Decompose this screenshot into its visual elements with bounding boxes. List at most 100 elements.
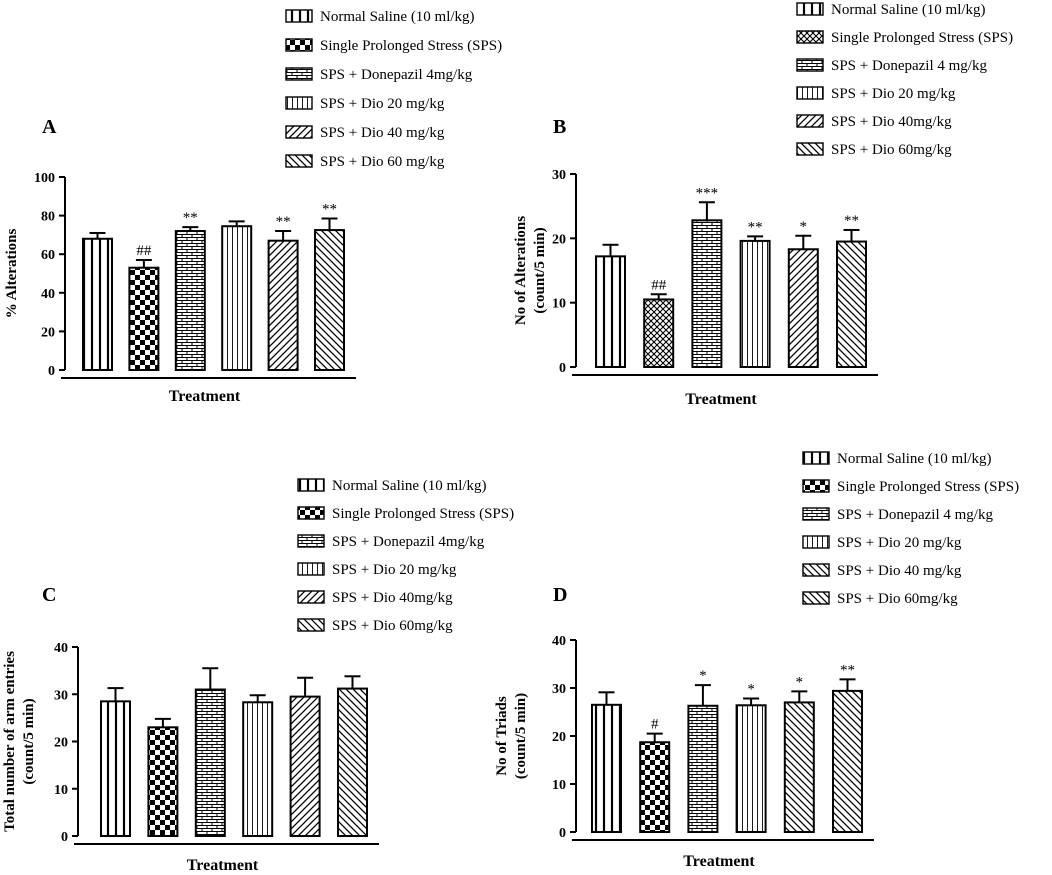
legend-swatch bbox=[802, 507, 830, 521]
bar bbox=[687, 704, 719, 834]
bar bbox=[82, 237, 113, 371]
legend-swatch bbox=[796, 86, 824, 100]
y-axis-label: (count/5 min) bbox=[532, 227, 548, 313]
legend-swatch bbox=[297, 478, 325, 492]
legend-swatch bbox=[297, 590, 325, 604]
y-tick-label: 10 bbox=[54, 783, 68, 798]
legend-swatch bbox=[802, 451, 830, 465]
chart-panel-a: A Normal Saline (10 ml/kg) Single Prolonge… bbox=[4, 9, 502, 405]
legend-swatch bbox=[802, 535, 830, 549]
legend-swatch bbox=[285, 38, 313, 52]
significance-marker: ** bbox=[844, 213, 859, 229]
legend-label: SPS + Dio 40 mg/kg bbox=[320, 125, 445, 141]
chart-panel-b: B Normal Saline (10 ml/kg) Single Prolonge… bbox=[513, 2, 1013, 408]
legend-swatch bbox=[297, 534, 325, 548]
x-axis-label: Treatment bbox=[169, 388, 241, 405]
significance-marker: ** bbox=[840, 662, 855, 678]
y-tick-label: 20 bbox=[552, 232, 566, 247]
legend-label: SPS + Dio 60mg/kg bbox=[837, 591, 958, 607]
significance-marker: * bbox=[800, 219, 808, 235]
bar bbox=[783, 701, 815, 834]
bar bbox=[832, 689, 863, 833]
legend-swatch bbox=[802, 591, 830, 605]
legend-label: Single Prolonged Stress (SPS) bbox=[332, 506, 514, 522]
bar bbox=[643, 298, 675, 369]
legend-swatch bbox=[285, 9, 313, 23]
chart-panel-c: C Normal Saline (10 ml/kg) Single Prolonge… bbox=[2, 478, 514, 874]
legend-swatch bbox=[285, 67, 313, 81]
bar bbox=[591, 703, 622, 833]
y-tick-label: 20 bbox=[552, 730, 566, 745]
legend-swatch bbox=[285, 125, 313, 139]
y-axis-label: No of Triads bbox=[494, 696, 510, 776]
significance-marker: * bbox=[796, 674, 804, 690]
chart-panel-d: D Normal Saline (10 ml/kg) Single Prolonge… bbox=[494, 451, 1019, 870]
bar bbox=[739, 239, 771, 368]
y-tick-label: 10 bbox=[552, 778, 566, 793]
panel-letter: B bbox=[553, 116, 566, 138]
bar bbox=[337, 687, 368, 838]
y-axis-label: (count/5 min) bbox=[513, 693, 529, 779]
legend-swatch bbox=[796, 142, 824, 156]
y-tick-label: 0 bbox=[559, 361, 566, 376]
bar bbox=[147, 726, 179, 838]
panel-letter: D bbox=[553, 584, 567, 606]
significance-marker: ** bbox=[322, 201, 337, 217]
bar bbox=[267, 239, 299, 371]
significance-marker: ** bbox=[748, 219, 763, 235]
significance-marker: # bbox=[651, 717, 659, 733]
y-tick-label: 0 bbox=[61, 830, 68, 845]
y-tick-label: 20 bbox=[54, 736, 68, 751]
bar bbox=[289, 695, 321, 837]
legend-label: SPS + Dio 40 mg/kg bbox=[837, 563, 962, 579]
y-tick-label: 40 bbox=[552, 634, 566, 649]
bar bbox=[787, 248, 819, 369]
legend-swatch bbox=[796, 30, 824, 44]
significance-marker: * bbox=[699, 668, 707, 684]
significance-marker: ## bbox=[136, 243, 152, 259]
y-tick-label: 60 bbox=[41, 248, 55, 263]
bar bbox=[128, 266, 160, 371]
y-tick-label: 10 bbox=[552, 297, 566, 312]
legend-swatch bbox=[796, 58, 824, 72]
legend-label: SPS + Donepazil 4mg/kg bbox=[320, 67, 473, 83]
legend-swatch bbox=[297, 506, 325, 520]
legend-label: SPS + Donepazil 4mg/kg bbox=[332, 534, 485, 550]
bar bbox=[836, 240, 867, 368]
legend-swatch bbox=[285, 154, 313, 168]
bar bbox=[242, 701, 274, 837]
legend-label: SPS + Dio 20 mg/kg bbox=[831, 86, 956, 102]
legend-label: Normal Saline (10 ml/kg) bbox=[837, 451, 992, 467]
bar bbox=[314, 229, 345, 371]
legend-label: SPS + Dio 40mg/kg bbox=[332, 590, 453, 606]
legend-label: Single Prolonged Stress (SPS) bbox=[831, 30, 1013, 46]
x-axis-label: Treatment bbox=[683, 853, 755, 870]
legend-label: SPS + Donepazil 4 mg/kg bbox=[831, 58, 987, 74]
legend-label: Single Prolonged Stress (SPS) bbox=[320, 38, 502, 54]
y-tick-label: 100 bbox=[34, 171, 55, 186]
y-axis-label: No of Alterations bbox=[513, 216, 529, 325]
bar bbox=[174, 230, 206, 371]
legend-label: SPS + Dio 60mg/kg bbox=[831, 142, 952, 158]
bar bbox=[194, 688, 226, 838]
x-axis-label: Treatment bbox=[685, 391, 757, 408]
legend-label: SPS + Dio 20 mg/kg bbox=[332, 562, 457, 578]
y-tick-label: 20 bbox=[41, 325, 55, 340]
y-tick-label: 40 bbox=[41, 287, 55, 302]
y-axis-label: % Alterations bbox=[4, 229, 20, 319]
y-axis-label: (count/5 min) bbox=[21, 698, 37, 784]
legend-label: Single Prolonged Stress (SPS) bbox=[837, 479, 1019, 495]
legend-label: Normal Saline (10 ml/kg) bbox=[320, 9, 475, 25]
x-axis-label: Treatment bbox=[187, 857, 259, 874]
y-tick-label: 30 bbox=[552, 682, 566, 697]
legend-swatch bbox=[285, 96, 313, 110]
y-tick-label: 80 bbox=[41, 210, 55, 225]
significance-marker: *** bbox=[696, 185, 719, 201]
y-axis-label: Total number of arm entries bbox=[2, 651, 18, 832]
panel-letter: A bbox=[42, 116, 57, 138]
legend-swatch bbox=[796, 2, 824, 16]
legend-label: SPS + Dio 20 mg/kg bbox=[320, 96, 445, 112]
legend-swatch bbox=[297, 562, 325, 576]
legend-label: Normal Saline (10 ml/kg) bbox=[831, 2, 986, 18]
significance-marker: ## bbox=[651, 277, 667, 293]
